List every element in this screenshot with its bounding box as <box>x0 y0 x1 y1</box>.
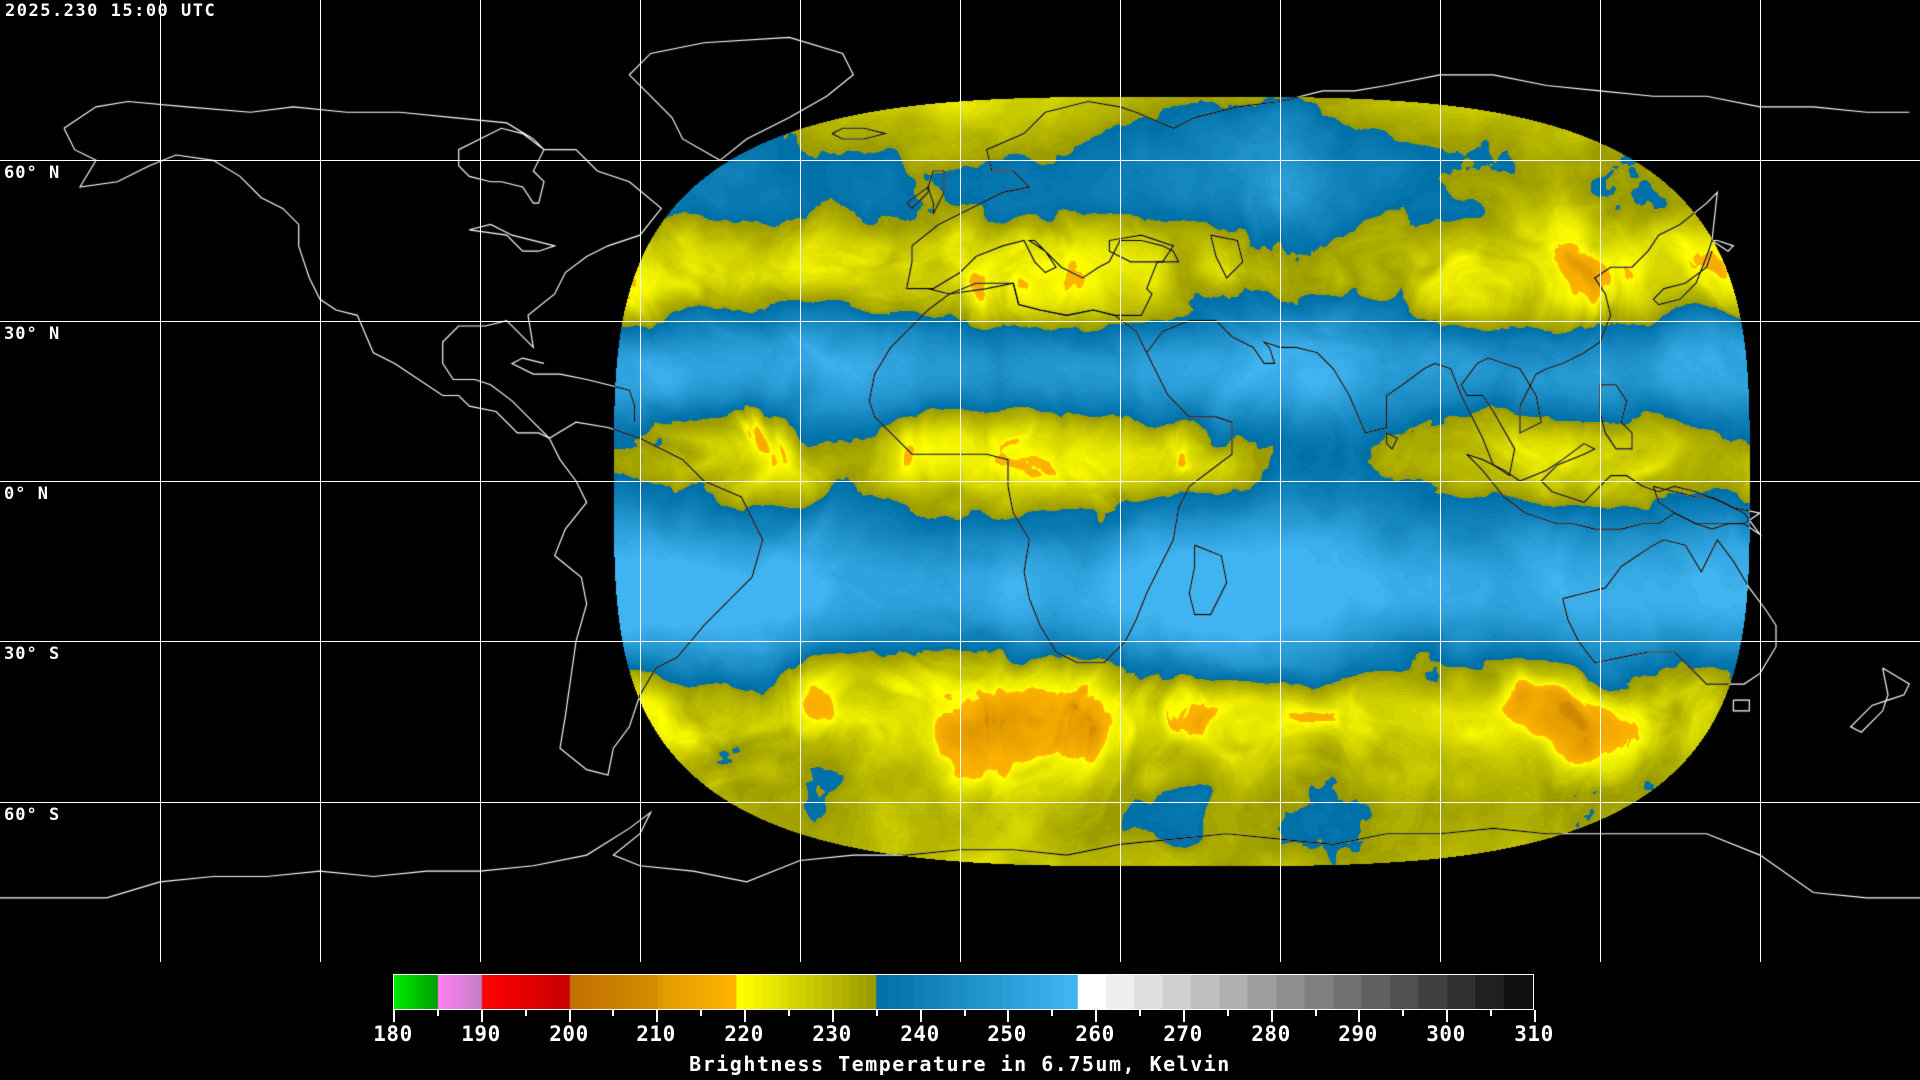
colorbar-tick-205 <box>612 1010 614 1016</box>
colorbar-tick-280 <box>1271 1010 1273 1022</box>
colorbar-tick-185 <box>437 1010 439 1016</box>
colorbar-label-230: 230 <box>812 1022 852 1046</box>
timestamp-label: 2025.230 15:00 UTC <box>5 1 217 21</box>
gridline-lon-90 <box>1440 0 1441 962</box>
colorbar-label-200: 200 <box>549 1022 589 1046</box>
colorbar-tick-225 <box>788 1010 790 1016</box>
lat-label-2: 0° N <box>4 484 49 504</box>
colorbar-tick-230 <box>832 1010 834 1022</box>
colorbar-tick-300 <box>1446 1010 1448 1022</box>
colorbar-ticks <box>393 1010 1536 1022</box>
colorbar-label-250: 250 <box>987 1022 1027 1046</box>
colorbar-frame[interactable] <box>393 974 1534 1010</box>
lat-label-1: 30° N <box>4 324 61 344</box>
colorbar-tick-295 <box>1402 1010 1404 1016</box>
colorbar-tick-195 <box>525 1010 527 1016</box>
colorbar-tick-215 <box>700 1010 702 1016</box>
colorbar-label-300: 300 <box>1426 1022 1466 1046</box>
colorbar-tick-200 <box>569 1010 571 1022</box>
colorbar-tick-240 <box>920 1010 922 1022</box>
map-panel[interactable]: 60° N 30° N 0° N 30° S 60° S 2025.230 15:00 … <box>0 0 1920 962</box>
colorbar-tick-245 <box>964 1010 966 1016</box>
lat-label-3: 30° S <box>4 644 61 664</box>
colorbar-block: 180 190 200 210 220 230 240 250 260 270 280 290 300 3… <box>0 962 1920 1080</box>
colorbar-tick-260 <box>1095 1010 1097 1022</box>
colorbar-label-270: 270 <box>1163 1022 1203 1046</box>
colorbar-tick-220 <box>744 1010 746 1022</box>
gridline-lon--90 <box>480 0 481 962</box>
gridline-lon--150 <box>160 0 161 962</box>
colorbar-caption: Brightness Temperature in 6.75um, Kelvin <box>689 1052 1231 1076</box>
colorbar-gradient[interactable] <box>394 975 1533 1009</box>
colorbar-label-310: 310 <box>1514 1022 1554 1046</box>
lat-label-4: 60° S <box>4 805 61 825</box>
colorbar-tick-255 <box>1051 1010 1053 1016</box>
gridline-lon-120 <box>1600 0 1601 962</box>
colorbar-label-220: 220 <box>724 1022 764 1046</box>
colorbar-tick-285 <box>1315 1010 1317 1016</box>
colorbar-tick-270 <box>1183 1010 1185 1022</box>
gridline-lon-150 <box>1760 0 1761 962</box>
colorbar-tick-310 <box>1534 1010 1536 1022</box>
gridline-lon-30 <box>1120 0 1121 962</box>
colorbar-tick-275 <box>1227 1010 1229 1016</box>
colorbar-label-290: 290 <box>1338 1022 1378 1046</box>
colorbar-tick-210 <box>656 1010 658 1022</box>
colorbar-tick-235 <box>876 1010 878 1016</box>
gridline-lon--60 <box>640 0 641 962</box>
colorbar-tick-250 <box>1007 1010 1009 1022</box>
colorbar-tick-190 <box>481 1010 483 1022</box>
gridline-lon--30 <box>800 0 801 962</box>
gridline-lon--120 <box>320 0 321 962</box>
colorbar-label-240: 240 <box>900 1022 940 1046</box>
gridline-lon-0 <box>960 0 961 962</box>
colorbar-label-260: 260 <box>1075 1022 1115 1046</box>
colorbar-label-210: 210 <box>636 1022 676 1046</box>
colorbar-tick-290 <box>1358 1010 1360 1022</box>
colorbar-label-180: 180 <box>373 1022 413 1046</box>
colorbar-tick-labels: 180 190 200 210 220 230 240 250 260 270 280 290 300 3… <box>373 1022 1553 1048</box>
colorbar-tick-265 <box>1139 1010 1141 1016</box>
gridline-lon-60 <box>1280 0 1281 962</box>
lat-label-0: 60° N <box>4 163 61 183</box>
colorbar-tick-180 <box>393 1010 395 1022</box>
colorbar-label-190: 190 <box>461 1022 501 1046</box>
colorbar-tick-305 <box>1490 1010 1492 1016</box>
colorbar-label-280: 280 <box>1251 1022 1291 1046</box>
